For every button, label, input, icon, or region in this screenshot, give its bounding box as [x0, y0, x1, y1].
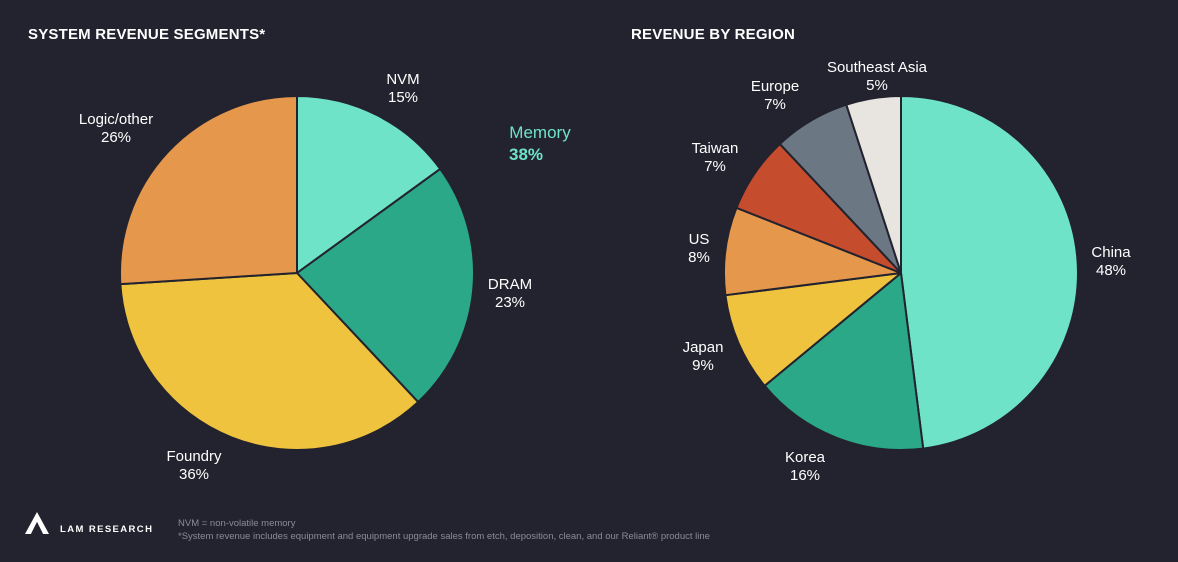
slice-southeast-asia: [845, 95, 902, 274]
pie-revenue-region: China48%Korea16%Japan9%US8%Taiwan7%Europ…: [683, 59, 1132, 484]
slice-label-logic-other: Logic/other: [79, 111, 153, 128]
slice-us: [723, 206, 902, 297]
brand-name: LAM RESEARCH: [60, 524, 154, 535]
slice-dram: [296, 167, 475, 404]
slice-value-logic-other: 26%: [101, 129, 131, 146]
slice-label-europe: Europe: [751, 78, 799, 95]
memory-annotation-label: Memory: [509, 123, 571, 142]
slice-label-korea: Korea: [785, 449, 826, 466]
slice-label-foundry: Foundry: [166, 448, 222, 465]
slice-value-china: 48%: [1096, 262, 1126, 279]
slice-label-nvm: NVM: [386, 71, 419, 88]
slice-korea: [763, 272, 925, 451]
slice-value-dram: 23%: [495, 294, 525, 311]
memory-annotation-value: 38%: [509, 145, 543, 164]
slice-value-nvm: 15%: [388, 89, 418, 106]
chart-title-revenue-by-region: REVENUE BY REGION: [631, 26, 795, 43]
footnote-nvm: NVM = non-volatile memory: [178, 518, 296, 529]
slice-label-japan: Japan: [683, 339, 724, 356]
slice-nvm: [296, 95, 442, 274]
slice-value-japan: 9%: [692, 357, 714, 374]
slice-value-korea: 16%: [790, 467, 820, 484]
slice-value-southeast-asia: 5%: [866, 77, 888, 94]
lam-logo-icon: [25, 512, 49, 534]
slice-label-southeast-asia: Southeast Asia: [827, 59, 928, 76]
slice-value-foundry: 36%: [179, 466, 209, 483]
slice-foundry: [119, 272, 420, 451]
slice-label-us: US: [689, 231, 710, 248]
slice-japan: [724, 272, 902, 387]
chart-title-system-revenue: SYSTEM REVENUE SEGMENTS*: [28, 26, 266, 43]
slice-value-us: 8%: [688, 249, 710, 266]
slice-label-taiwan: Taiwan: [692, 140, 739, 157]
slice-value-taiwan: 7%: [704, 158, 726, 175]
slice-label-china: China: [1091, 244, 1131, 261]
footnote-system-revenue: *System revenue includes equipment and e…: [178, 531, 710, 542]
slice-label-dram: DRAM: [488, 276, 532, 293]
slice-china: [900, 95, 1079, 450]
slice-logic-other: [119, 95, 298, 286]
slice-value-europe: 7%: [764, 96, 786, 113]
